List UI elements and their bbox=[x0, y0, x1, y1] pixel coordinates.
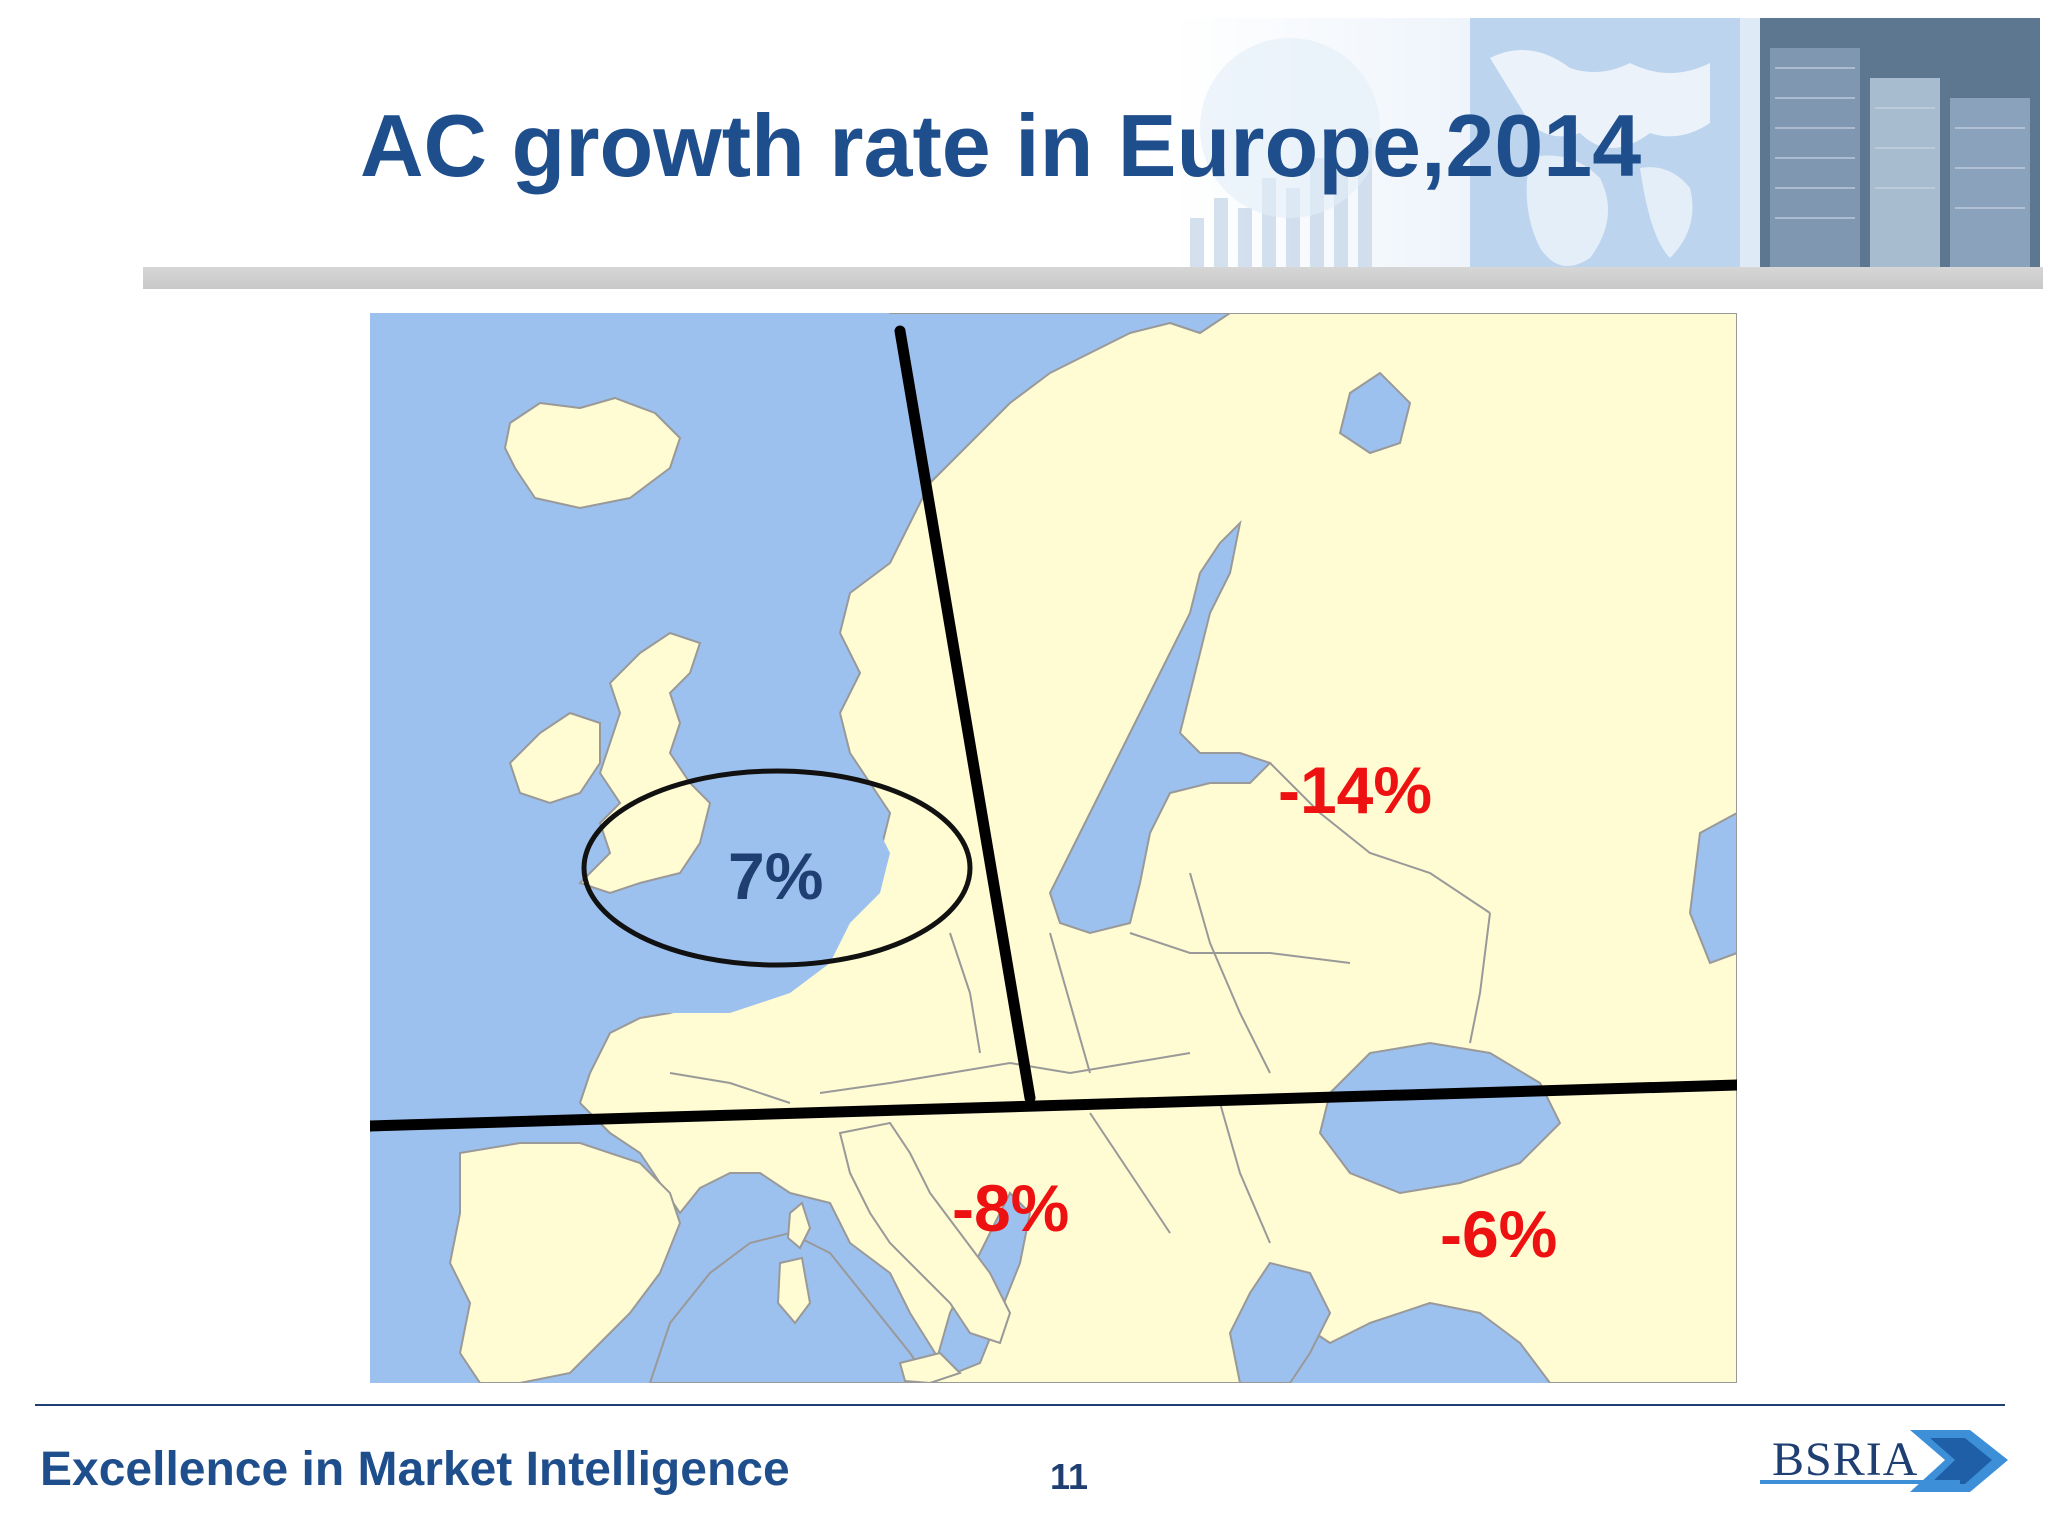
sicily bbox=[898, 1351, 962, 1383]
white-sea bbox=[1338, 371, 1412, 455]
bsria-logo-icon bbox=[1760, 1430, 2008, 1492]
header-decoration-image bbox=[1170, 18, 2040, 288]
page-number: 11 bbox=[1050, 1456, 1089, 1497]
region-dividers bbox=[370, 325, 1737, 1132]
country-borders bbox=[489, 762, 1491, 1244]
uk-growth-label: 7% bbox=[728, 839, 824, 913]
uk-highlight-ellipse bbox=[581, 768, 973, 968]
corsica bbox=[786, 1201, 812, 1250]
south-west-growth-label: -8% bbox=[952, 1171, 1070, 1245]
aegean-sea bbox=[1228, 1261, 1332, 1383]
black-sea bbox=[1318, 1041, 1562, 1195]
sardinia bbox=[776, 1256, 812, 1325]
baltic-sea bbox=[1048, 519, 1272, 935]
footer-divider bbox=[35, 1404, 2005, 1406]
south-east-growth-label: -6% bbox=[1440, 1197, 1558, 1271]
header-divider-bar bbox=[143, 267, 2043, 289]
footer-tagline: Excellence in Market Intelligence bbox=[40, 1443, 790, 1496]
italy bbox=[838, 1121, 1012, 1345]
ireland bbox=[508, 711, 601, 805]
iceland bbox=[504, 397, 681, 509]
caspian-sea bbox=[1688, 811, 1737, 965]
great-britain bbox=[578, 631, 712, 895]
europe-map bbox=[370, 313, 1737, 1383]
iberia bbox=[448, 1142, 682, 1383]
slide-title: AC growth rate in Europe,2014 bbox=[360, 96, 1642, 195]
north-east-growth-label: -14% bbox=[1278, 753, 1433, 827]
logo-text: BSRIA bbox=[1772, 1433, 1919, 1486]
